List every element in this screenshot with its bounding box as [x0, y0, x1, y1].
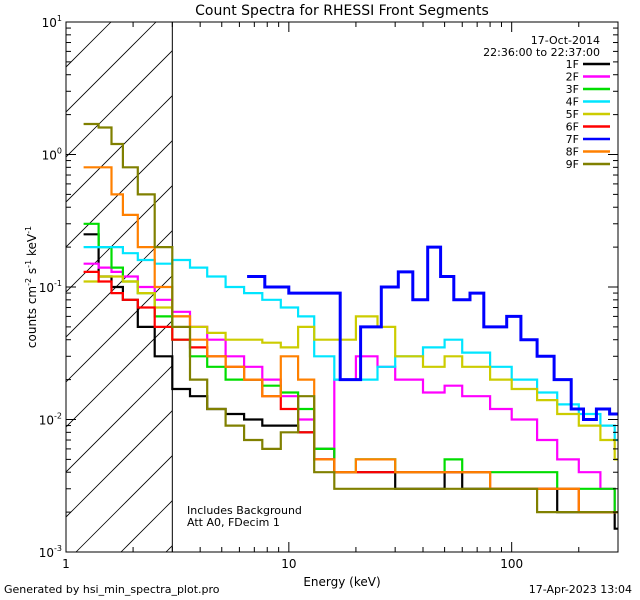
hatch-line	[66, 50, 173, 158]
x-axis-label: Energy (keV)	[303, 575, 380, 589]
hatch-line	[66, 22, 157, 113]
hatch-line	[66, 365, 173, 473]
legend-label-6F: 6F	[566, 121, 579, 134]
y-tick-label: 101	[42, 14, 62, 30]
series-layer	[83, 22, 618, 552]
legend-label-8F: 8F	[566, 146, 579, 159]
date-label: 17-Oct-2014	[531, 34, 600, 47]
legend-label-2F: 2F	[566, 71, 579, 84]
legend-label-3F: 3F	[566, 83, 579, 96]
x-tick-label: 1	[62, 557, 70, 571]
legend-label-5F: 5F	[566, 108, 579, 121]
legend-label-9F: 9F	[566, 158, 579, 171]
annotation-background: Includes Background	[187, 504, 302, 517]
x-tick-labels: 1 10 100	[62, 557, 523, 571]
series-line-7F	[247, 245, 618, 421]
series-line-9F	[83, 122, 618, 514]
x-tick-label: 10	[281, 557, 296, 571]
hatch-line	[66, 410, 173, 518]
x-tick-label: 100	[500, 557, 523, 571]
y-tick-labels: 10-3 10-2 10-1 100 101	[39, 14, 62, 560]
footer-timestamp: 17-Apr-2023 13:04	[528, 583, 632, 596]
y-tick-label: 10-1	[39, 279, 62, 295]
time-range-label: 22:36:00 to 22:37:00	[483, 46, 600, 59]
hatch-line	[66, 95, 173, 203]
axis-ticks	[65, 22, 619, 553]
y-tick-label: 10-2	[39, 412, 62, 428]
annotation-attenuator: Att A0, FDecim 1	[187, 516, 280, 529]
chart-title: Count Spectra for RHESSI Front Segments	[195, 3, 489, 19]
y-tick-label: 10-3	[39, 544, 62, 560]
legend-label-7F: 7F	[566, 133, 579, 146]
series-line-3F	[83, 222, 618, 514]
legend-label-1F: 1F	[566, 58, 579, 71]
hatch-line	[75, 455, 173, 552]
y-axis-label: counts cm-2 s-1 keV-1	[24, 226, 39, 348]
footer-generated-by: Generated by hsi_min_spectra_plot.pro	[4, 583, 220, 596]
y-tick-label: 100	[42, 147, 62, 163]
legend-label-4F: 4F	[566, 96, 579, 109]
